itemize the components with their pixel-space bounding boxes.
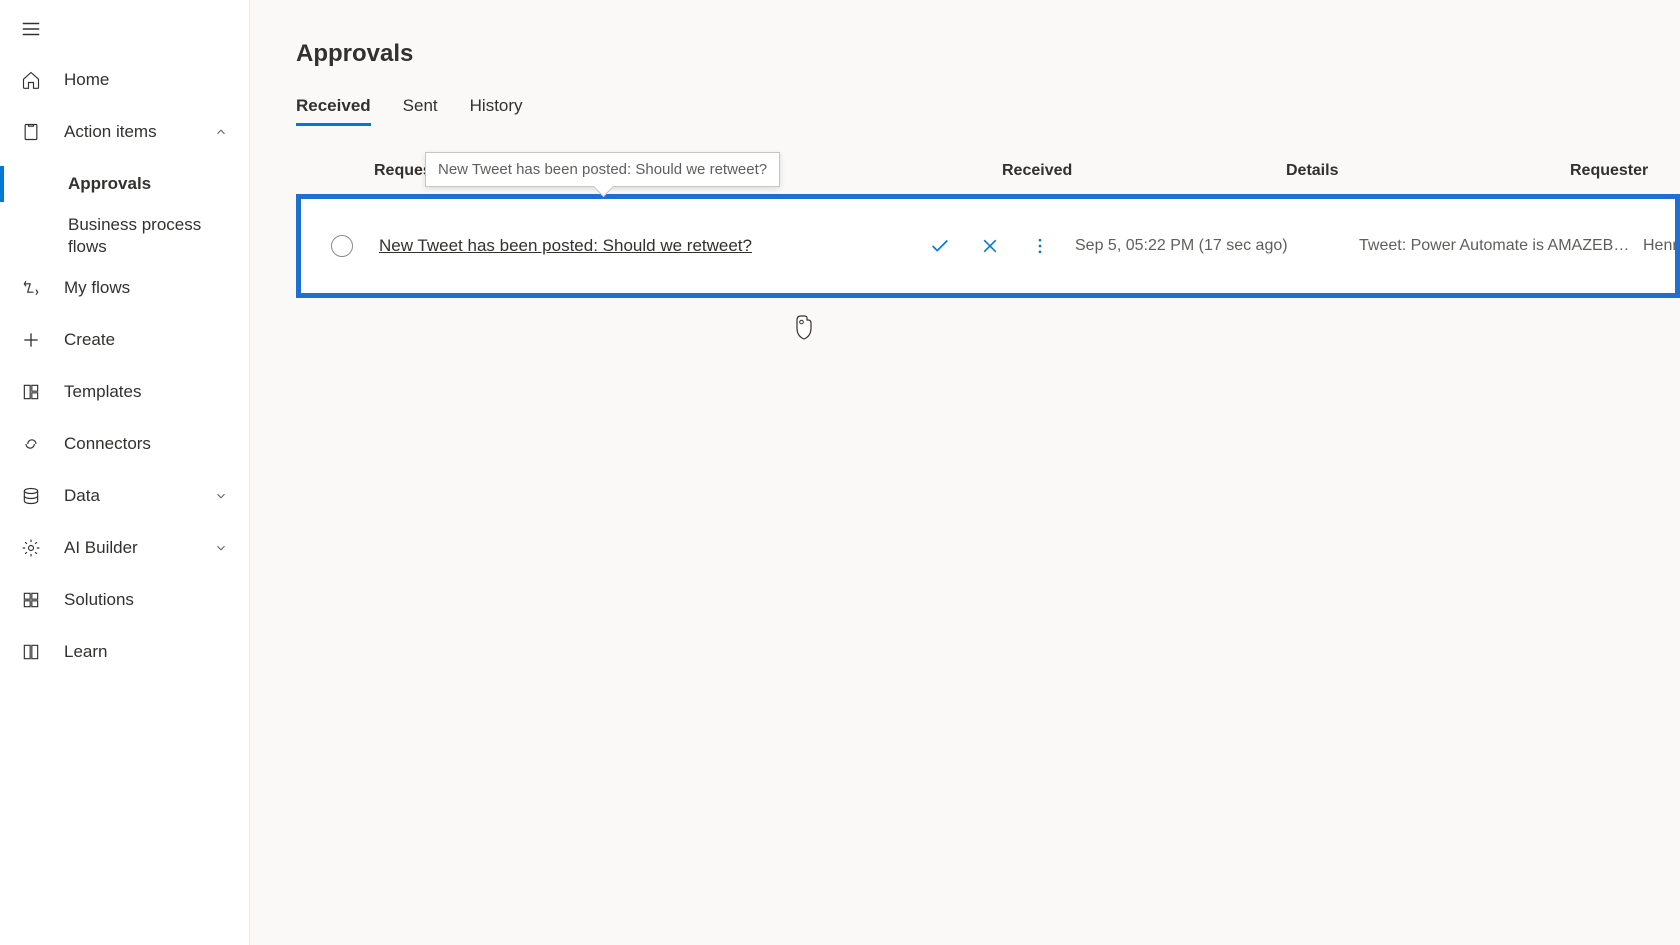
data-icon: [20, 485, 42, 507]
row-select-radio[interactable]: [331, 235, 353, 257]
connectors-icon: [20, 433, 42, 455]
sidebar-item-data[interactable]: Data: [0, 470, 249, 522]
chevron-up-icon: [213, 124, 229, 140]
hamburger-icon: [20, 18, 42, 40]
sidebar-item-label: Home: [64, 69, 229, 91]
sidebar-item-label: Data: [64, 485, 213, 507]
sidebar-item-solutions[interactable]: Solutions: [0, 574, 249, 626]
more-vertical-icon: [1030, 236, 1050, 256]
sidebar-item-label: Approvals: [68, 173, 229, 195]
action-items-icon: [20, 121, 42, 143]
page-title: Approvals: [296, 40, 1680, 68]
sidebar-item-label: Learn: [64, 641, 229, 663]
chevron-down-icon: [213, 540, 229, 556]
sidebar-item-label: Create: [64, 329, 229, 351]
sidebar-item-label: Templates: [64, 381, 229, 403]
cell-requester: Henry Legge: [1643, 237, 1675, 255]
tab-history[interactable]: History: [470, 96, 523, 126]
cell-received: Sep 5, 05:22 PM (17 sec ago): [1075, 237, 1359, 255]
tab-received[interactable]: Received: [296, 96, 371, 126]
sidebar: Home Action items Approvals Business pro…: [0, 0, 250, 945]
more-actions-button[interactable]: [1029, 235, 1051, 257]
request-tooltip: New Tweet has been posted: Should we ret…: [425, 152, 780, 187]
sidebar-item-connectors[interactable]: Connectors: [0, 418, 249, 470]
tabs: Received Sent History: [296, 96, 1680, 126]
solutions-icon: [20, 589, 42, 611]
approve-button[interactable]: [929, 235, 951, 257]
plus-icon: [20, 329, 42, 351]
sidebar-item-action-items[interactable]: Action items: [0, 106, 249, 158]
sidebar-item-business-process-flows[interactable]: Business process flows: [0, 210, 249, 262]
sidebar-item-templates[interactable]: Templates: [0, 366, 249, 418]
sidebar-item-label: My flows: [64, 277, 229, 299]
checkmark-icon: [929, 235, 951, 257]
sidebar-item-ai-builder[interactable]: AI Builder: [0, 522, 249, 574]
templates-icon: [20, 381, 42, 403]
x-icon: [980, 236, 1000, 256]
approvals-table: Request Received Details Requester New T…: [296, 162, 1680, 298]
column-header-received[interactable]: Received: [1002, 162, 1286, 180]
sidebar-item-label: AI Builder: [64, 537, 213, 559]
sidebar-item-label: Action items: [64, 121, 213, 143]
hamburger-menu-button[interactable]: [0, 10, 249, 54]
ai-builder-icon: [20, 537, 42, 559]
sidebar-item-approvals[interactable]: Approvals: [0, 158, 249, 210]
sidebar-item-label: Solutions: [64, 589, 229, 611]
column-header-details[interactable]: Details: [1286, 162, 1570, 180]
approval-request-link[interactable]: New Tweet has been posted: Should we ret…: [379, 236, 752, 255]
chevron-down-icon: [213, 488, 229, 504]
column-header-requester[interactable]: Requester: [1570, 162, 1680, 180]
home-icon: [20, 69, 42, 91]
reject-button[interactable]: [979, 235, 1001, 257]
sidebar-item-my-flows[interactable]: My flows: [0, 262, 249, 314]
cursor-icon: [792, 314, 816, 347]
learn-icon: [20, 641, 42, 663]
main-content: Approvals Received Sent History Request …: [250, 0, 1680, 945]
sidebar-item-label: Business process flows: [68, 214, 229, 258]
tab-sent[interactable]: Sent: [403, 96, 438, 126]
sidebar-item-label: Connectors: [64, 433, 229, 455]
sidebar-item-create[interactable]: Create: [0, 314, 249, 366]
sidebar-item-home[interactable]: Home: [0, 54, 249, 106]
sidebar-item-learn[interactable]: Learn: [0, 626, 249, 678]
cell-details: Tweet: Power Automate is AMAZEBA…: [1359, 237, 1643, 255]
flows-icon: [20, 277, 42, 299]
approval-row-highlighted[interactable]: New Tweet has been posted: Should we ret…: [296, 194, 1680, 298]
